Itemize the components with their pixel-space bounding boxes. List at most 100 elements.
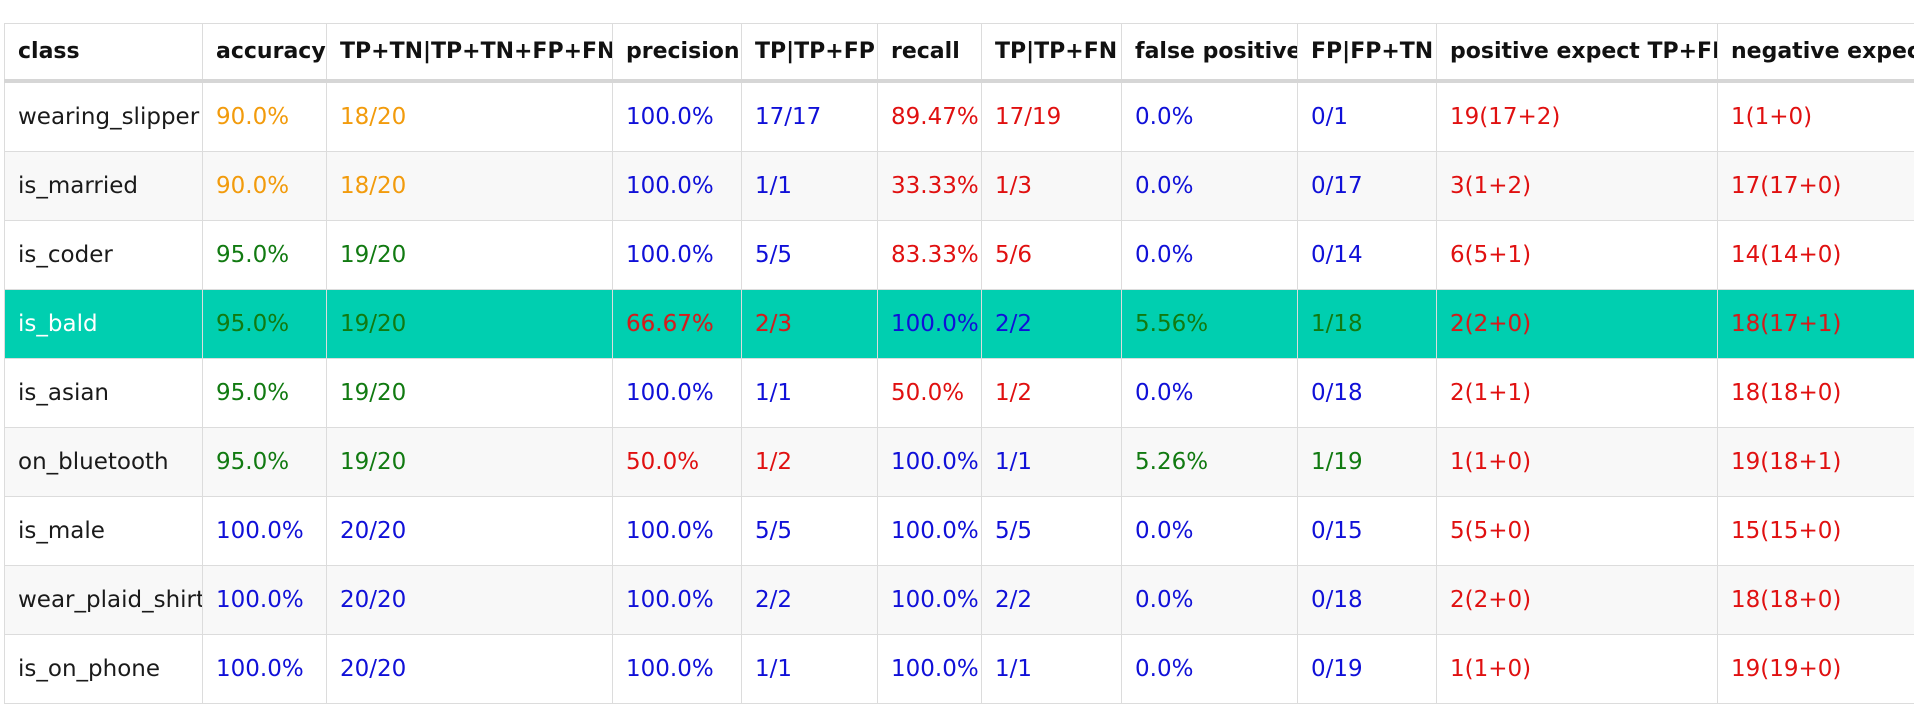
cell-negative-expect: 19(18+1) [1717, 427, 1914, 497]
header-recall-fraction[interactable]: TP|TP+FN [981, 23, 1122, 83]
header-precision[interactable]: precision [612, 23, 742, 83]
cell-false-positive: 0.0% [1121, 358, 1298, 428]
cell-recall-fraction: 1/1 [981, 634, 1122, 704]
cell-positive-expect: 19(17+2) [1436, 80, 1718, 152]
cell-false-positive-fraction: 0/1 [1297, 80, 1437, 152]
cell-false-positive-fraction: 1/18 [1297, 289, 1437, 359]
table-body: wearing_slipper 90.0% 18/20 100.0% 17/17 89.4… [4, 80, 1914, 704]
header-class[interactable]: class [4, 23, 203, 83]
cell-negative-expect: 15(15+0) [1717, 496, 1914, 566]
table-row[interactable]: on_bluetooth 95.0% 19/20 50.0% 1/2 100.0% 1/1 5… [4, 427, 1914, 497]
header-recall[interactable]: recall [877, 23, 982, 83]
cell-positive-expect: 3(1+2) [1436, 151, 1718, 221]
cell-precision-fraction: 2/2 [741, 565, 878, 635]
cell-accuracy-fraction: 18/20 [326, 151, 613, 221]
cell-accuracy: 100.0% [202, 496, 327, 566]
cell-false-positive-fraction: 0/19 [1297, 634, 1437, 704]
cell-false-positive-fraction: 0/17 [1297, 151, 1437, 221]
cell-negative-expect: 17(17+0) [1717, 151, 1914, 221]
cell-class: wearing_slipper [4, 80, 203, 152]
cell-false-positive: 0.0% [1121, 220, 1298, 290]
cell-accuracy-fraction: 19/20 [326, 220, 613, 290]
cell-negative-expect: 18(18+0) [1717, 358, 1914, 428]
table-row[interactable]: is_asian 95.0% 19/20 100.0% 1/1 50.0% 1/2 0.0% 0… [4, 358, 1914, 428]
cell-recall: 100.0% [877, 565, 982, 635]
cell-accuracy: 95.0% [202, 358, 327, 428]
cell-class: is_married [4, 151, 203, 221]
header-row: class accuracy TP+TN|TP+TN+FP+FN precisi… [4, 23, 1914, 83]
cell-recall-fraction: 1/3 [981, 151, 1122, 221]
cell-recall: 100.0% [877, 496, 982, 566]
cell-positive-expect: 1(1+0) [1436, 427, 1718, 497]
cell-class: is_bald [4, 289, 203, 359]
header-false-positive-fraction[interactable]: FP|FP+TN [1297, 23, 1437, 83]
cell-precision-fraction: 1/1 [741, 634, 878, 704]
table-row[interactable]: is_married 90.0% 18/20 100.0% 1/1 33.33% 1/3 0.… [4, 151, 1914, 221]
cell-recall-fraction: 1/1 [981, 427, 1122, 497]
cell-precision: 100.0% [612, 634, 742, 704]
cell-accuracy: 100.0% [202, 565, 327, 635]
cell-negative-expect: 1(1+0) [1717, 80, 1914, 152]
cell-precision: 100.0% [612, 151, 742, 221]
cell-class: is_coder [4, 220, 203, 290]
cell-positive-expect: 2(2+0) [1436, 289, 1718, 359]
cell-precision: 100.0% [612, 80, 742, 152]
cell-false-positive: 5.26% [1121, 427, 1298, 497]
cell-accuracy: 95.0% [202, 289, 327, 359]
cell-precision-fraction: 5/5 [741, 220, 878, 290]
cell-class: wear_plaid_shirt [4, 565, 203, 635]
table-row[interactable]: is_male 100.0% 20/20 100.0% 5/5 100.0% 5/5 0.0%… [4, 496, 1914, 566]
cell-precision: 50.0% [612, 427, 742, 497]
cell-false-positive: 0.0% [1121, 634, 1298, 704]
table-row-selected[interactable]: is_bald 95.0% 19/20 66.67% 2/3 100.0% 2/2 5.56%… [4, 289, 1914, 359]
cell-accuracy-fraction: 20/20 [326, 496, 613, 566]
cell-precision: 100.0% [612, 220, 742, 290]
cell-accuracy: 90.0% [202, 80, 327, 152]
header-precision-fraction[interactable]: TP|TP+FP [741, 23, 878, 83]
cell-accuracy: 90.0% [202, 151, 327, 221]
cell-recall-fraction: 2/2 [981, 565, 1122, 635]
cell-class: is_male [4, 496, 203, 566]
cell-false-positive: 0.0% [1121, 80, 1298, 152]
cell-positive-expect: 1(1+0) [1436, 634, 1718, 704]
cell-accuracy: 95.0% [202, 220, 327, 290]
cell-precision: 100.0% [612, 496, 742, 566]
cell-recall: 100.0% [877, 289, 982, 359]
cell-recall: 33.33% [877, 151, 982, 221]
cell-class: is_on_phone [4, 634, 203, 704]
cell-accuracy: 95.0% [202, 427, 327, 497]
cell-precision-fraction: 1/1 [741, 151, 878, 221]
metrics-table-container: class accuracy TP+TN|TP+TN+FP+FN precisi… [4, 23, 1914, 704]
cell-accuracy-fraction: 18/20 [326, 80, 613, 152]
cell-accuracy: 100.0% [202, 634, 327, 704]
cell-positive-expect: 2(2+0) [1436, 565, 1718, 635]
cell-negative-expect: 14(14+0) [1717, 220, 1914, 290]
cell-false-positive-fraction: 1/19 [1297, 427, 1437, 497]
cell-recall: 83.33% [877, 220, 982, 290]
table-row[interactable]: is_coder 95.0% 19/20 100.0% 5/5 83.33% 5/6 0.0%… [4, 220, 1914, 290]
header-accuracy[interactable]: accuracy [202, 23, 327, 83]
header-false-positive[interactable]: false positive [1121, 23, 1298, 83]
cell-negative-expect: 19(19+0) [1717, 634, 1914, 704]
cell-false-positive: 0.0% [1121, 496, 1298, 566]
header-positive-expect[interactable]: positive expect TP+FN [1436, 23, 1718, 83]
cell-recall-fraction: 2/2 [981, 289, 1122, 359]
cell-accuracy-fraction: 20/20 [326, 634, 613, 704]
table-row[interactable]: is_on_phone 100.0% 20/20 100.0% 1/1 100.0% 1/1… [4, 634, 1914, 704]
cell-class: on_bluetooth [4, 427, 203, 497]
table-row[interactable]: wear_plaid_shirt 100.0% 20/20 100.0% 2/2 100.… [4, 565, 1914, 635]
header-negative-expect[interactable]: negative expect TN+FP [1717, 23, 1914, 83]
cell-accuracy-fraction: 19/20 [326, 358, 613, 428]
cell-precision-fraction: 2/3 [741, 289, 878, 359]
header-accuracy-fraction[interactable]: TP+TN|TP+TN+FP+FN [326, 23, 613, 83]
table-row[interactable]: wearing_slipper 90.0% 18/20 100.0% 17/17 89.4… [4, 80, 1914, 152]
cell-class: is_asian [4, 358, 203, 428]
cell-positive-expect: 5(5+0) [1436, 496, 1718, 566]
cell-recall-fraction: 5/6 [981, 220, 1122, 290]
cell-positive-expect: 2(1+1) [1436, 358, 1718, 428]
cell-recall: 89.47% [877, 80, 982, 152]
cell-recall: 100.0% [877, 634, 982, 704]
cell-accuracy-fraction: 20/20 [326, 565, 613, 635]
cell-recall-fraction: 17/19 [981, 80, 1122, 152]
cell-precision: 66.67% [612, 289, 742, 359]
